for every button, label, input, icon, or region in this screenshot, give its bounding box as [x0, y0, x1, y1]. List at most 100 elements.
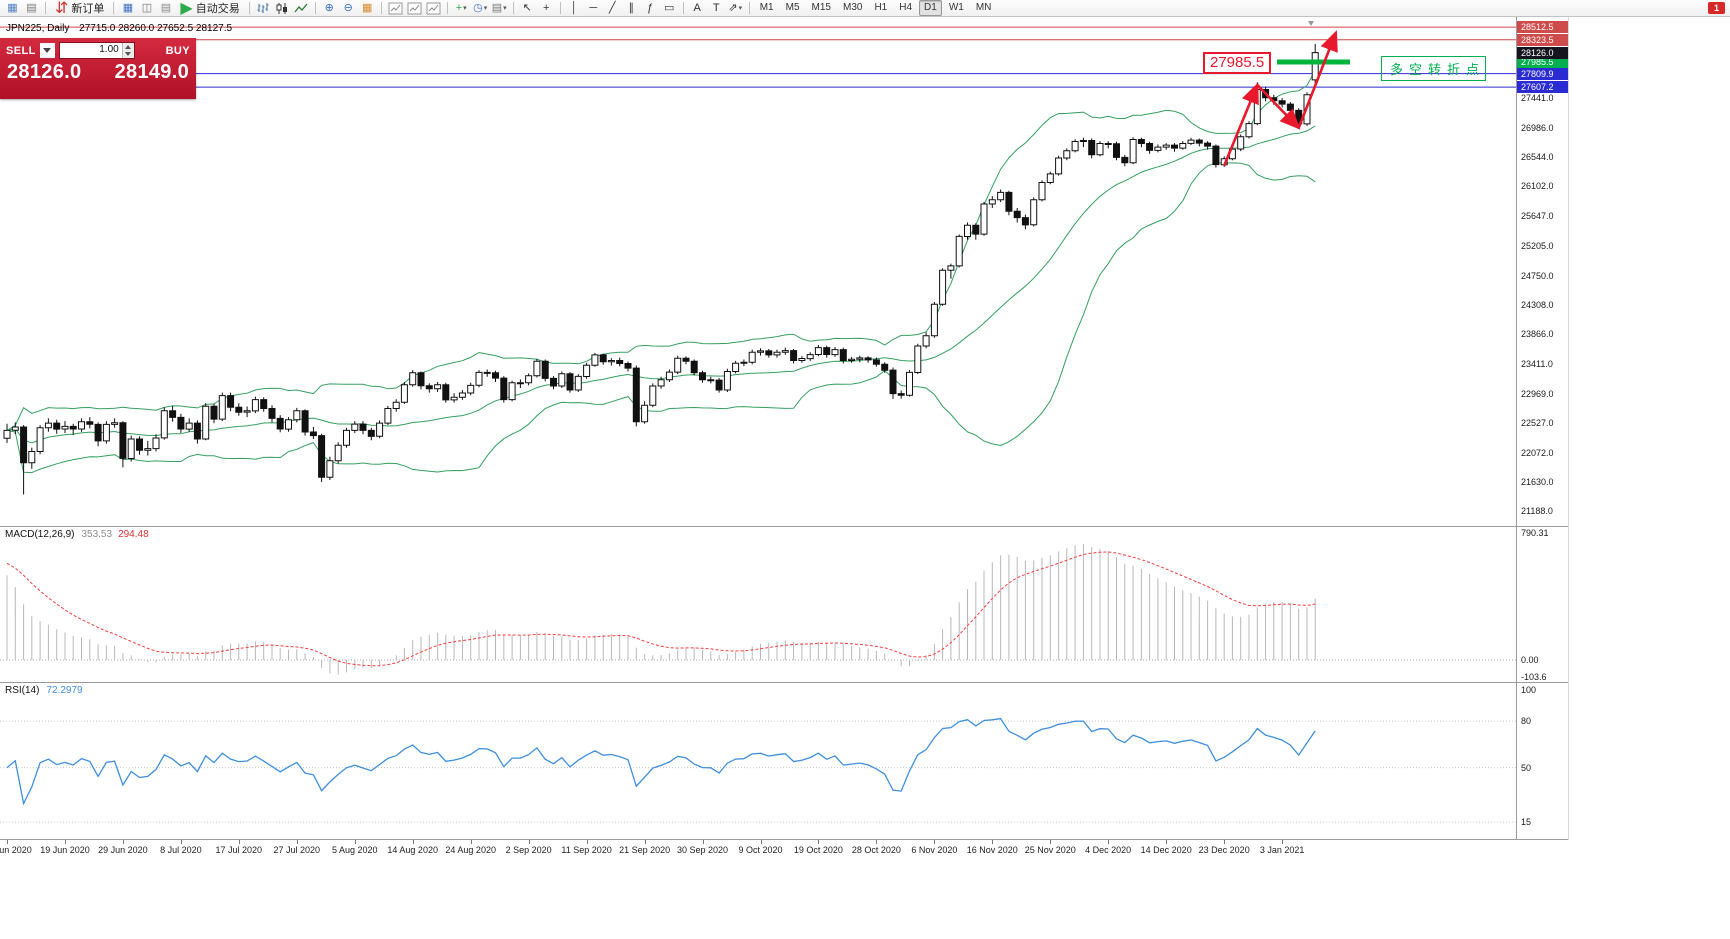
- toolbar-separator: [748, 2, 750, 14]
- tile-windows-icon[interactable]: ▦: [359, 1, 376, 16]
- rsi-pane[interactable]: [0, 683, 1516, 839]
- navigator-icon[interactable]: ▤: [157, 1, 174, 16]
- buy-label: BUY: [165, 44, 190, 57]
- rsi-line: [6, 717, 1316, 806]
- vertical-line-tool-icon[interactable]: │: [566, 1, 583, 16]
- timeframe-m30-button[interactable]: M30: [842, 2, 863, 13]
- stepper-up-icon[interactable]: [123, 43, 134, 51]
- price-axis-label: 25647.0: [1521, 211, 1554, 222]
- arrow-objects-tool-glyph: ⇗: [728, 1, 738, 14]
- data-window-icon[interactable]: ◫: [138, 1, 155, 16]
- sell-label: SELL: [6, 44, 36, 57]
- timeframe-d1-button[interactable]: D1: [919, 0, 942, 16]
- trend-arrow[interactable]: [1222, 82, 1259, 167]
- trend-arrow[interactable]: [1256, 83, 1301, 130]
- time-axis-label: 19 Jun 2020: [40, 845, 90, 855]
- new-order-button[interactable]: ⇵ 新订单: [51, 0, 108, 17]
- timeframe-h1-button[interactable]: H1: [874, 2, 888, 13]
- zoom-in-icon[interactable]: ⊕: [321, 1, 338, 16]
- buy-button[interactable]: 28149.0: [114, 61, 189, 83]
- channel-tool-icon[interactable]: ∥: [623, 1, 640, 16]
- resistance-price-tag-1: 28512.5: [1517, 21, 1568, 34]
- macd-signal-value: 294.48: [118, 529, 149, 540]
- timeframe-m5-button[interactable]: M5: [785, 2, 800, 13]
- time-axis-label: 14 Dec 2020: [1140, 845, 1192, 855]
- macd-indicator-label: MACD(12,26,9) 353.53 294.48: [5, 529, 149, 540]
- new-chart-icon[interactable]: ▦: [4, 1, 21, 16]
- time-axis-label: 29 Jun 2020: [98, 845, 148, 855]
- notification-badge[interactable]: 1: [1708, 2, 1725, 14]
- time-axis-label: 4 Dec 2020: [1085, 845, 1132, 855]
- time-axis-label: 23 Dec 2020: [1198, 845, 1250, 855]
- auto-trading-button[interactable]: ▶ 自动交易: [176, 0, 243, 17]
- text-tool-icon[interactable]: A: [689, 1, 706, 16]
- trend-arrow[interactable]: [1297, 30, 1338, 129]
- fibonacci-tool-icon[interactable]: ƒ: [642, 1, 659, 16]
- time-tick: [934, 840, 936, 844]
- macd-pane[interactable]: [0, 527, 1516, 682]
- time-axis-label: 30 Sep 2020: [676, 845, 729, 855]
- line-chart-type-icon[interactable]: [293, 1, 310, 16]
- timeframe-m15-button[interactable]: M15: [811, 2, 831, 13]
- chart-ohlc-values: 27715.0 28260.0 27652.5 28127.5: [79, 23, 233, 34]
- rsi-value: 72.2979: [46, 685, 83, 696]
- chevron-down-icon: ▾: [503, 5, 507, 12]
- timeframe-h4-button[interactable]: H4: [899, 2, 913, 13]
- volume-preset-dropdown[interactable]: [39, 43, 55, 58]
- timeframe-w1-button[interactable]: W1: [948, 2, 964, 13]
- turning-level-price-tag: 27985.5: [1517, 56, 1568, 68]
- shapes-tool-icon[interactable]: ▭: [661, 1, 678, 16]
- chart-template-2-icon[interactable]: [425, 1, 442, 16]
- sell-button[interactable]: 28126.0: [7, 61, 82, 83]
- add-indicator-glyph: +: [455, 1, 463, 14]
- chart-shift-marker[interactable]: [1308, 21, 1314, 26]
- pane-separator-main-macd[interactable]: [0, 526, 1569, 527]
- cursor-tool-icon[interactable]: ↖: [519, 1, 536, 16]
- text-label-tool-icon[interactable]: T: [708, 1, 725, 16]
- candlestick-chart-type-icon[interactable]: [274, 1, 291, 16]
- volume-stepper[interactable]: [121, 43, 134, 59]
- rsi-axis-label: 100: [1521, 685, 1537, 695]
- volume-input[interactable]: [59, 43, 122, 56]
- trendline-tool-icon[interactable]: ╱: [604, 1, 621, 16]
- add-indicator-icon[interactable]: + ▾: [453, 1, 470, 16]
- shapes-tool-glyph: ▭: [664, 1, 675, 14]
- template-selector-glyph: ▤: [491, 1, 503, 14]
- price-axis[interactable]: 27441.0 26986.0 26544.0 26102.0 25647.0 25205…: [1517, 0, 1569, 939]
- macd-axis-label: 790.31: [1521, 528, 1549, 538]
- bollinger-lower-band: [6, 162, 1316, 474]
- time-tick: [180, 840, 182, 844]
- window-right-border: [1568, 17, 1569, 840]
- chart-profiles-icon[interactable]: ▤: [23, 1, 40, 16]
- zoom-out-icon[interactable]: ⊖: [340, 1, 357, 16]
- macd-axis-label: -103.6: [1521, 671, 1547, 682]
- template-selector-icon[interactable]: ▤ ▾: [491, 1, 508, 16]
- zoom-out-glyph: ⊖: [343, 1, 353, 14]
- strategy-tester-icon[interactable]: [387, 1, 404, 16]
- crosshair-tool-icon[interactable]: +: [538, 1, 555, 16]
- navigator-glyph: ▤: [160, 1, 172, 14]
- turning-level-segment[interactable]: [1277, 59, 1350, 65]
- horizontal-line-tool-icon[interactable]: ─: [585, 1, 602, 16]
- arrow-objects-tool-icon[interactable]: ⇗ ▾: [727, 1, 744, 16]
- stepper-down-icon[interactable]: [123, 51, 134, 59]
- pane-separator-macd-rsi[interactable]: [0, 682, 1569, 683]
- bear-candles: [20, 89, 1303, 478]
- price-callout-label[interactable]: 27985.5: [1203, 52, 1272, 74]
- price-axis-label: 26102.0: [1521, 181, 1554, 192]
- chevron-down-icon: ▾: [738, 5, 743, 12]
- chart-template-1-icon[interactable]: [406, 1, 423, 16]
- fibonacci-tool-glyph: ƒ: [647, 1, 654, 14]
- auto-trading-glyph: ▶: [180, 0, 193, 17]
- bar-chart-type-icon[interactable]: [255, 1, 272, 16]
- rsi-axis-label: 15: [1521, 817, 1532, 827]
- time-axis[interactable]: 10 Jun 2020 19 Jun 2020 29 Jun 2020 8 Jul 2…: [0, 839, 1516, 861]
- timeframe-m1-button[interactable]: M1: [759, 2, 774, 13]
- timeframe-mn-button[interactable]: MN: [975, 2, 992, 13]
- bollinger-upper-band: [6, 69, 1316, 431]
- rsi-axis-label: 80: [1521, 716, 1532, 727]
- main-price-chart[interactable]: [0, 17, 1516, 526]
- period-selector-icon[interactable]: ◷ ▾: [472, 1, 489, 16]
- turning-point-label[interactable]: 多空转折点: [1381, 56, 1487, 81]
- market-watch-icon[interactable]: ▦: [119, 1, 136, 16]
